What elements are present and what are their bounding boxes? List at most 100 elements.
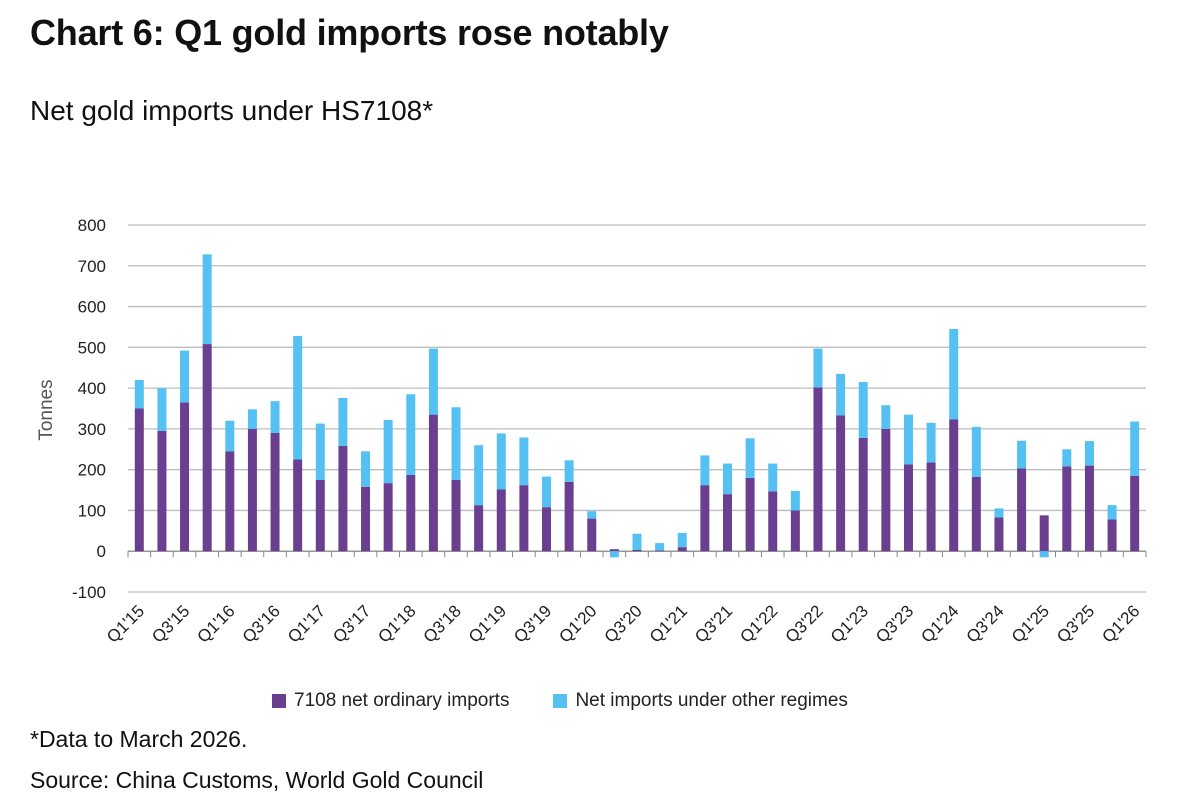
bar-ordinary-35 (926, 462, 936, 552)
bar-ordinary-4 (225, 451, 235, 552)
bar-other-33 (881, 405, 891, 429)
bar-other-35 (926, 422, 936, 463)
x-tick-label: Q1'23 (827, 601, 872, 646)
bar-ordinary-22 (632, 549, 642, 552)
legend-item-other: Net imports under other regimes (553, 690, 848, 712)
bar-ordinary-41 (1062, 466, 1072, 552)
bar-ordinary-7 (293, 459, 303, 552)
bar-other-0 (134, 379, 144, 409)
bar-other-42 (1084, 441, 1094, 466)
bar-ordinary-16 (496, 489, 506, 552)
bar-other-19 (564, 460, 574, 482)
x-tick-label: Q1'22 (736, 601, 781, 646)
y-tick-label: 600 (78, 298, 106, 317)
chart-title: Chart 6: Q1 gold imports rose notably (30, 12, 669, 53)
bar-ordinary-11 (383, 483, 393, 552)
legend-item-ordinary: 7108 net ordinary imports (272, 690, 509, 712)
bar-other-34 (903, 414, 913, 465)
bar-ordinary-39 (1017, 468, 1027, 552)
x-tick-label: Q3'22 (782, 601, 827, 646)
bar-ordinary-37 (971, 477, 981, 552)
bar-ordinary-40 (1039, 515, 1049, 552)
x-tick-label: Q1'21 (646, 601, 691, 646)
bar-ordinary-33 (881, 428, 891, 552)
legend-label-other: Net imports under other regimes (575, 690, 848, 711)
bar-ordinary-5 (247, 428, 257, 552)
x-tick-label: Q1'20 (555, 601, 600, 646)
bar-other-43 (1107, 505, 1117, 520)
bar-other-11 (383, 419, 393, 484)
bar-ordinary-43 (1107, 519, 1117, 552)
bar-ordinary-9 (338, 446, 348, 552)
legend-swatch-ordinary (272, 694, 286, 708)
x-tick-label: Q3'19 (510, 601, 555, 646)
bar-other-31 (836, 373, 846, 416)
bar-ordinary-19 (564, 481, 574, 552)
y-tick-label: 400 (78, 379, 106, 398)
y-tick-label: 100 (78, 501, 106, 520)
y-tick-label: 200 (78, 461, 106, 480)
bar-other-37 (971, 426, 981, 478)
bar-other-29 (790, 490, 800, 511)
bar-ordinary-18 (542, 507, 552, 552)
bar-other-10 (361, 451, 371, 487)
bar-other-20 (587, 511, 597, 519)
bar-other-44 (1130, 421, 1140, 476)
x-tick-label: Q1'26 (1098, 601, 1143, 646)
x-tick-label: Q1'18 (374, 601, 419, 646)
x-tick-label: Q3'23 (872, 601, 917, 646)
bar-ordinary-1 (157, 430, 167, 552)
bar-other-39 (1017, 440, 1027, 469)
bar-other-26 (722, 463, 732, 495)
bar-other-17 (519, 437, 529, 486)
y-tick-label: 300 (78, 420, 106, 439)
x-tick-label: Q3'18 (420, 601, 465, 646)
bar-other-38 (994, 508, 1004, 518)
bar-ordinary-34 (903, 464, 913, 552)
bar-other-41 (1062, 449, 1072, 467)
bar-other-4 (225, 420, 235, 452)
bar-ordinary-27 (745, 477, 755, 552)
bar-ordinary-38 (994, 517, 1004, 552)
chart-subtitle: Net gold imports under HS7108* (30, 95, 434, 126)
bar-ordinary-32 (858, 437, 868, 552)
x-tick-label: Q1'15 (103, 601, 148, 646)
bar-other-8 (315, 423, 325, 480)
bar-other-30 (813, 348, 823, 388)
bar-other-23 (655, 543, 665, 551)
bar-ordinary-13 (428, 414, 438, 552)
legend-swatch-other (553, 694, 568, 708)
bar-other-28 (768, 463, 778, 492)
x-tick-label: Q1'19 (465, 601, 510, 646)
bar-ordinary-0 (134, 408, 144, 552)
bar-other-5 (247, 409, 257, 429)
bars (134, 254, 1140, 558)
x-tick-label: Q3'20 (601, 601, 646, 646)
bar-other-24 (677, 532, 687, 548)
bar-other-9 (338, 397, 348, 447)
x-tick-label: Q1'16 (193, 601, 238, 646)
bar-other-25 (700, 455, 710, 486)
bar-other-16 (496, 433, 506, 490)
x-tick-label: Q1'25 (1008, 601, 1053, 646)
bar-ordinary-36 (949, 419, 959, 552)
y-tick-label: -100 (72, 583, 106, 602)
bar-ordinary-25 (700, 485, 710, 552)
x-tick-label: Q3'16 (239, 601, 284, 646)
bar-ordinary-29 (790, 510, 800, 552)
chart-legend: 7108 net ordinary imports Net imports un… (272, 689, 892, 713)
bar-ordinary-3 (202, 344, 212, 552)
bar-ordinary-10 (361, 486, 371, 552)
bar-ordinary-44 (1130, 475, 1140, 552)
bar-other-18 (542, 476, 552, 508)
y-tick-label: 500 (78, 338, 106, 357)
bar-other-27 (745, 438, 755, 478)
bar-other-36 (949, 328, 959, 420)
bar-ordinary-23 (655, 550, 665, 552)
bar-ordinary-30 (813, 387, 823, 552)
bar-ordinary-20 (587, 518, 597, 552)
bar-ordinary-42 (1084, 465, 1094, 552)
y-tick-label: 800 (78, 216, 106, 235)
source-note: Source: China Customs, World Gold Counci… (30, 767, 484, 793)
